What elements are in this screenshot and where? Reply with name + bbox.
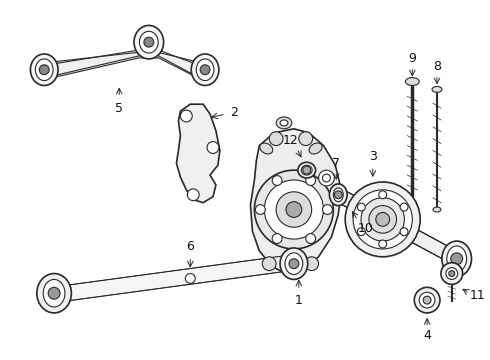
Circle shape <box>423 296 431 304</box>
Circle shape <box>379 191 387 199</box>
Circle shape <box>334 191 342 199</box>
Circle shape <box>318 170 334 186</box>
Ellipse shape <box>433 207 441 212</box>
Text: 6: 6 <box>186 240 194 253</box>
Circle shape <box>376 212 390 226</box>
Circle shape <box>361 198 404 241</box>
Ellipse shape <box>37 274 72 313</box>
Circle shape <box>272 176 282 185</box>
Circle shape <box>322 204 332 215</box>
Ellipse shape <box>276 117 292 129</box>
Ellipse shape <box>309 143 322 154</box>
Text: 3: 3 <box>369 150 377 163</box>
Ellipse shape <box>43 279 65 307</box>
Circle shape <box>200 65 210 75</box>
Circle shape <box>185 274 195 283</box>
Circle shape <box>322 174 330 182</box>
Ellipse shape <box>191 54 219 85</box>
Ellipse shape <box>30 54 58 85</box>
Circle shape <box>289 259 299 269</box>
Circle shape <box>255 204 265 215</box>
Ellipse shape <box>196 59 214 81</box>
Polygon shape <box>53 52 197 78</box>
Text: 5: 5 <box>115 102 123 114</box>
Circle shape <box>446 267 458 279</box>
Ellipse shape <box>140 31 158 53</box>
Ellipse shape <box>301 165 312 175</box>
Text: 1: 1 <box>295 294 303 307</box>
Circle shape <box>305 257 318 271</box>
Text: 8: 8 <box>433 60 441 73</box>
Circle shape <box>379 240 387 248</box>
Ellipse shape <box>329 184 347 206</box>
Text: 9: 9 <box>408 53 416 66</box>
Text: 7: 7 <box>332 157 341 170</box>
Circle shape <box>276 192 312 227</box>
Polygon shape <box>250 129 341 274</box>
Text: 11: 11 <box>469 289 485 302</box>
Text: 2: 2 <box>230 105 238 118</box>
Ellipse shape <box>35 59 53 81</box>
Polygon shape <box>176 104 220 203</box>
Ellipse shape <box>285 253 303 275</box>
Circle shape <box>269 132 283 145</box>
Ellipse shape <box>134 26 164 59</box>
Text: 10: 10 <box>358 222 374 235</box>
Circle shape <box>39 65 49 75</box>
Circle shape <box>400 203 408 211</box>
Text: 12: 12 <box>283 134 299 147</box>
Circle shape <box>400 228 408 236</box>
Circle shape <box>187 189 199 201</box>
Circle shape <box>272 234 282 243</box>
Ellipse shape <box>447 246 466 271</box>
Circle shape <box>449 271 455 276</box>
Circle shape <box>414 287 440 313</box>
Circle shape <box>306 176 316 185</box>
Circle shape <box>353 190 412 249</box>
Ellipse shape <box>280 120 288 126</box>
Circle shape <box>441 263 463 284</box>
Circle shape <box>207 141 219 153</box>
Circle shape <box>144 37 154 47</box>
Circle shape <box>286 202 302 217</box>
Ellipse shape <box>432 86 442 93</box>
Circle shape <box>264 180 323 239</box>
Ellipse shape <box>442 241 471 276</box>
Ellipse shape <box>280 248 308 279</box>
Circle shape <box>299 132 313 145</box>
Circle shape <box>262 257 276 271</box>
Ellipse shape <box>405 78 419 85</box>
Circle shape <box>48 287 60 299</box>
Text: 4: 4 <box>423 329 431 342</box>
Circle shape <box>357 228 365 236</box>
Polygon shape <box>335 189 460 265</box>
Polygon shape <box>66 256 284 301</box>
Circle shape <box>306 234 316 243</box>
Circle shape <box>180 110 192 122</box>
Circle shape <box>254 170 333 249</box>
Circle shape <box>303 166 311 174</box>
Circle shape <box>357 203 365 211</box>
Ellipse shape <box>260 143 273 154</box>
Circle shape <box>345 182 420 257</box>
Circle shape <box>369 206 396 233</box>
Ellipse shape <box>298 162 316 178</box>
Circle shape <box>419 292 435 308</box>
Ellipse shape <box>333 188 343 202</box>
Circle shape <box>451 253 463 265</box>
